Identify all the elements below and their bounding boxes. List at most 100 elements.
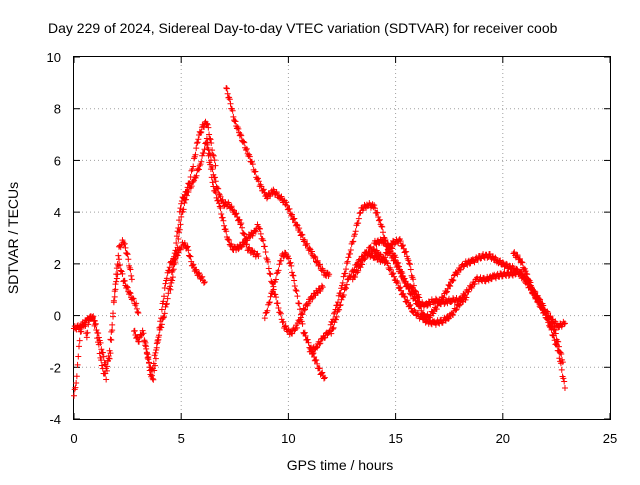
- data-point: [503, 260, 510, 267]
- data-point: [301, 236, 308, 243]
- data-point: [193, 140, 200, 147]
- data-point: [203, 141, 210, 148]
- data-point: [190, 261, 197, 268]
- data-point: [321, 374, 328, 381]
- data-point: [401, 294, 408, 301]
- data-point: [190, 163, 197, 170]
- data-point: [157, 318, 164, 325]
- data-point: [178, 200, 185, 207]
- data-point: [149, 375, 156, 382]
- data-point: [412, 297, 419, 304]
- data-point: [471, 280, 478, 287]
- data-point: [295, 300, 302, 307]
- data-point: [126, 289, 133, 296]
- data-point: [260, 186, 267, 193]
- data-point: [192, 151, 199, 158]
- data-point: [314, 360, 321, 367]
- data-point: [152, 355, 159, 362]
- y-tick-label: 8: [54, 102, 61, 117]
- data-point: [275, 267, 282, 274]
- y-axis-label: SDTVAR / TECUs: [5, 182, 21, 294]
- data-point: [316, 340, 323, 347]
- data-point: [380, 229, 387, 236]
- data-point: [267, 193, 274, 200]
- data-point: [343, 266, 350, 273]
- data-point: [215, 185, 222, 192]
- data-point: [376, 216, 383, 223]
- data-point: [361, 256, 368, 263]
- data-point: [394, 280, 401, 287]
- data-point: [311, 353, 318, 360]
- data-point: [119, 270, 126, 277]
- data-point: [128, 276, 135, 283]
- data-point: [293, 324, 300, 331]
- data-point: [389, 245, 396, 252]
- data-point: [477, 274, 484, 281]
- data-point: [161, 310, 168, 317]
- data-point: [208, 140, 215, 146]
- data-point: [430, 310, 437, 317]
- data-point: [531, 288, 538, 295]
- data-point: [187, 253, 194, 260]
- data-point: [142, 339, 149, 346]
- data-point: [218, 210, 225, 217]
- data-point: [555, 338, 562, 345]
- data-point: [212, 189, 219, 196]
- data-point: [241, 139, 248, 146]
- data-point: [131, 327, 138, 334]
- data-point: [228, 203, 235, 210]
- data-point: [384, 260, 391, 267]
- data-point: [401, 275, 408, 282]
- data-point: [410, 282, 417, 289]
- data-point: [199, 273, 206, 280]
- data-point: [161, 293, 168, 300]
- data-point: [237, 221, 244, 228]
- data-point: [289, 330, 296, 337]
- data-point: [410, 276, 417, 283]
- data-point: [299, 311, 306, 318]
- data-point: [329, 326, 336, 333]
- data-point: [292, 286, 299, 293]
- data-point: [166, 267, 173, 274]
- data-point: [122, 244, 129, 251]
- y-tick-label: -2: [49, 360, 61, 375]
- data-point: [453, 306, 460, 313]
- data-point: [117, 244, 124, 251]
- data-point: [328, 330, 335, 337]
- data-point: [237, 131, 244, 138]
- data-point: [91, 317, 98, 324]
- data-point: [164, 295, 171, 302]
- data-point: [183, 192, 190, 199]
- data-point: [121, 277, 128, 284]
- data-point: [144, 351, 151, 358]
- data-point: [436, 320, 443, 327]
- data-point: [133, 305, 140, 312]
- data-point: [240, 230, 247, 237]
- data-point: [148, 366, 155, 373]
- data-point: [195, 165, 202, 172]
- grid-layer: [74, 57, 610, 419]
- data-point: [100, 353, 107, 360]
- data-point: [401, 293, 408, 300]
- data-point: [273, 188, 280, 195]
- data-point: [163, 275, 170, 282]
- data-point: [545, 310, 552, 317]
- data-point: [345, 254, 352, 261]
- data-point: [277, 310, 284, 317]
- data-point: [160, 298, 167, 305]
- data-point: [255, 178, 262, 185]
- data-point: [204, 145, 211, 152]
- data-point: [558, 366, 565, 373]
- data-point: [75, 353, 82, 360]
- data-point: [314, 344, 321, 351]
- data-point: [207, 161, 214, 168]
- data-point: [215, 197, 222, 204]
- data-point: [278, 257, 285, 264]
- data-point: [84, 329, 91, 336]
- data-point: [200, 150, 207, 157]
- data-point: [298, 310, 305, 317]
- y-tick-label: 0: [54, 309, 61, 324]
- data-point: [412, 288, 419, 295]
- data-point: [557, 349, 564, 356]
- data-point: [281, 323, 288, 330]
